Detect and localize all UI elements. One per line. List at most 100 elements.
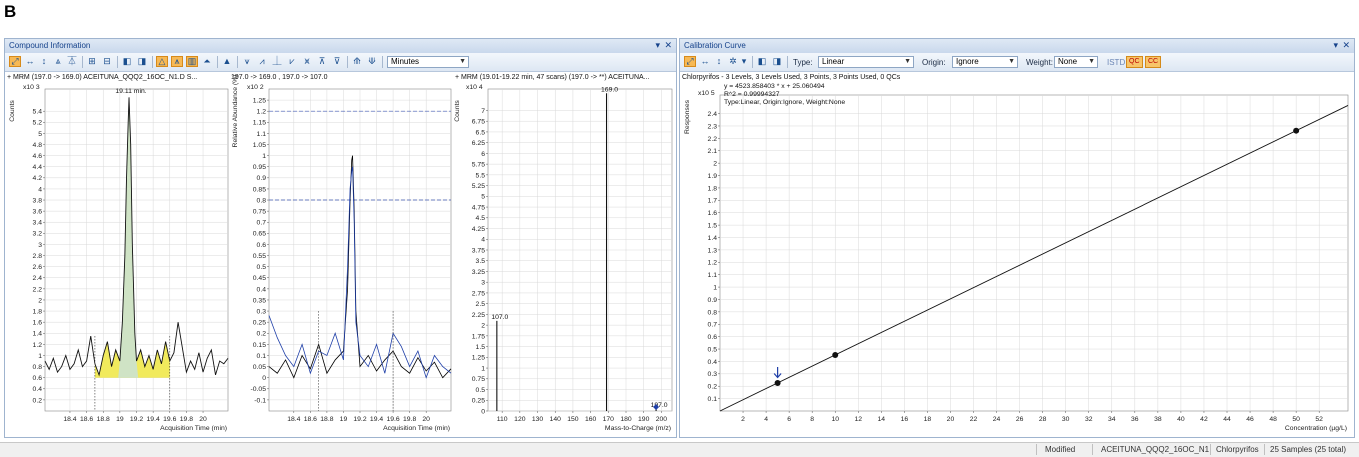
close-icon[interactable]: ✕ (664, 40, 672, 50)
status-sample: ACEITUNA_QQQ2_16OC_N1 (1101, 445, 1210, 454)
fit-line (719, 105, 1349, 412)
next-icon[interactable]: ◨ (772, 56, 782, 66)
y-tick-label: 4.5 (476, 215, 486, 222)
y-tick-label: 0.9 (257, 175, 267, 182)
y-tick-label: 0.05 (253, 364, 266, 371)
autoscale-icon[interactable]: ⤢ (9, 56, 21, 67)
weight-label: Weight: (1026, 58, 1053, 67)
calibration-chart-area: Chlorpyrifos - 3 Levels, 3 Levels Used, … (682, 74, 1349, 432)
clear-peak-icon[interactable]: ⊼ (318, 56, 326, 66)
toolbar-separator (82, 56, 83, 68)
y-tick-label: 2.8 (33, 253, 43, 260)
y-tick-label: 1.9 (708, 173, 718, 180)
x-tick-label: 18.8 (97, 416, 110, 423)
compound-information-panel: Compound Information ▾ ✕ ⤢ ↔ ↕ ⩓ ⏄ ⊞ ⊟ ◧… (4, 38, 677, 438)
qualifier-icon[interactable]: ⏶ (203, 56, 211, 66)
series-line (268, 166, 452, 379)
y-tick-label: 1.8 (708, 185, 718, 192)
zoom-in-icon[interactable]: ⊞ (88, 56, 96, 66)
y-tick-label: 0.4 (708, 359, 718, 366)
baseline-icon[interactable]: ⏄ (67, 56, 77, 66)
peak-integration-icon[interactable]: ⩓ (55, 56, 61, 66)
x-tick-label: 190 (638, 416, 650, 423)
status-state: Modified (1045, 445, 1076, 454)
y-tick-label: 0.75 (253, 209, 266, 216)
origin-select[interactable]: Ignore ▼ (952, 56, 1018, 68)
horizontal-zoom-icon[interactable]: ↔ (700, 56, 710, 66)
dropdown-pin-icon[interactable]: ▾ (655, 40, 660, 50)
type-select[interactable]: Linear ▼ (818, 56, 914, 68)
status-separator (1092, 444, 1093, 455)
zoom-out-icon[interactable]: ⊟ (103, 56, 111, 66)
weight-select[interactable]: None ▼ (1054, 56, 1098, 68)
y-tick-label: 6 (481, 151, 485, 158)
x-tick-label: 30 (1062, 416, 1070, 423)
toolbar-separator (117, 56, 118, 68)
x-tick-label: 19.8 (180, 416, 193, 423)
y-tick-label: 3.4 (33, 220, 43, 227)
y-tick-label: 2.5 (476, 301, 486, 308)
y-tick-label: -0.05 (251, 386, 267, 393)
previous-icon[interactable]: ◧ (122, 56, 132, 66)
y-tick-label: 0.5 (708, 346, 718, 353)
x-tick-label: 19.6 (386, 416, 399, 423)
drop-baseline-icon[interactable]: ⏊ (272, 56, 282, 66)
dropdown-pin-icon[interactable]: ▾ (1333, 40, 1338, 50)
istd-button[interactable]: ISTD (1107, 58, 1126, 67)
point-options-icon[interactable]: ✲ (729, 56, 737, 66)
x-tick-label: 19 (116, 416, 124, 423)
cc-button[interactable]: CC (1145, 56, 1162, 68)
x-tick-label: 4 (764, 416, 768, 423)
y-tick-label: 4.8 (33, 142, 43, 149)
panel-title: Calibration Curve (684, 41, 746, 50)
y-tick-label: 0.1 (257, 353, 267, 360)
calibration-point (1293, 127, 1300, 134)
chart-area: + MRM (197.0 -> 169.0) ACEITUNA_QQQ2_16O… (7, 74, 673, 432)
y-tick-label: 0.45 (253, 275, 266, 282)
status-separator (1210, 444, 1211, 455)
x-axis-label: Acquisition Time (min) (383, 425, 450, 432)
x-tick-label: 32 (1085, 416, 1093, 423)
library-icon[interactable]: ⟱ (368, 56, 376, 66)
y-tick-label: 5 (481, 194, 485, 201)
x-tick-label: 19.2 (353, 416, 366, 423)
y-tick-label: 2.75 (472, 290, 485, 297)
vertical-zoom-icon[interactable]: ↕ (716, 56, 722, 66)
reference-icon[interactable]: ⟰ (353, 56, 361, 66)
peak-fill-icon[interactable]: △ (156, 56, 168, 67)
manual-integration-icon[interactable]: ⩛ (244, 56, 250, 66)
y-scale-label: x10 3 (23, 84, 40, 91)
qc-button[interactable]: QC (1126, 56, 1143, 68)
zero-peak-icon[interactable]: ⊽ (333, 56, 341, 66)
y-tick-label: 3 (38, 242, 42, 249)
x-tick-label: 19.8 (403, 416, 416, 423)
previous-icon[interactable]: ◧ (757, 56, 767, 66)
vertical-zoom-icon[interactable]: ↕ (41, 56, 47, 66)
weight-value: None (1058, 57, 1078, 66)
y-tick-label: 3.75 (472, 247, 485, 254)
spectrum-icon[interactable]: ▥ (186, 56, 198, 67)
y-tick-label: 1.1 (708, 272, 718, 279)
horizontal-zoom-icon[interactable]: ↔ (25, 56, 35, 66)
x-tick-label: 110 (497, 416, 508, 423)
y-tick-label: -0.1 (254, 397, 266, 404)
x-tick-label: 26 (1016, 416, 1024, 423)
overlay-icon[interactable]: ⩚ (171, 56, 183, 67)
chart-header: Chlorpyrifos - 3 Levels, 3 Levels Used, … (682, 74, 901, 81)
series-line (44, 97, 229, 377)
x-tick-label: 20 (947, 416, 955, 423)
x-tick-label: 18.6 (80, 416, 93, 423)
merge-peak-icon[interactable]: ⩙ (304, 56, 310, 66)
chevron-down-icon[interactable]: ▾ (741, 56, 747, 66)
tangent-skim-icon[interactable]: ⩗ (289, 56, 295, 66)
y-tick-label: 5.25 (472, 183, 485, 190)
integrate-icon[interactable]: ▲ (222, 56, 232, 66)
y-tick-label: 2.3 (708, 123, 718, 130)
split-peak-icon[interactable]: ⩘ (259, 56, 265, 66)
y-tick-label: 0.5 (257, 264, 267, 271)
autoscale-icon[interactable]: ⤢ (684, 56, 696, 67)
time-units-select[interactable]: Minutes ▼ (387, 56, 469, 68)
close-icon[interactable]: ✕ (1342, 40, 1350, 50)
x-tick-label: 52 (1315, 416, 1323, 423)
next-icon[interactable]: ◨ (137, 56, 147, 66)
